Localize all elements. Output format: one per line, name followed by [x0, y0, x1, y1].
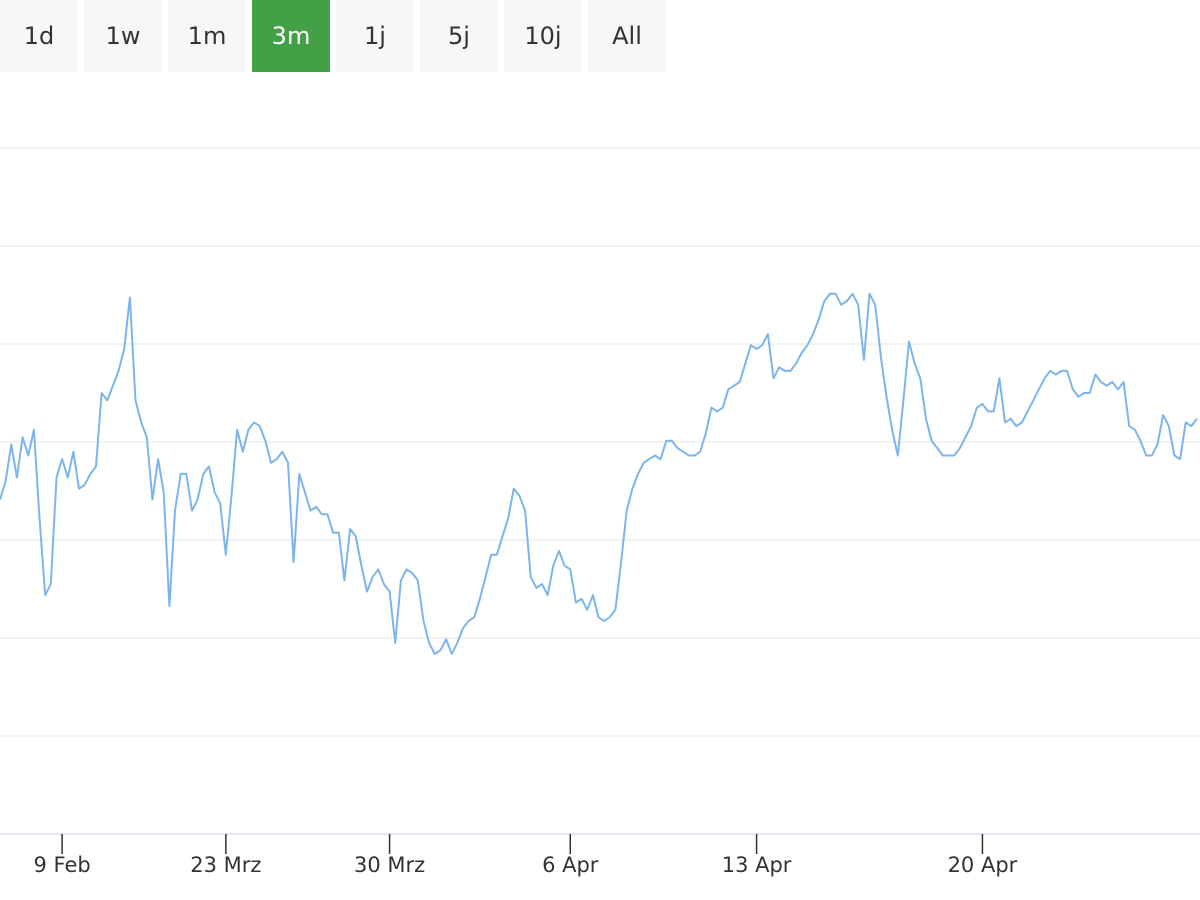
range-button-1w[interactable]: 1w: [84, 0, 162, 72]
x-tick-label: 13 Apr: [722, 853, 792, 877]
range-selector: 1d 1w 1m 3m 1j 5j 10j All: [0, 0, 666, 72]
range-button-5j[interactable]: 5j: [420, 0, 498, 72]
price-series-line: [0, 292, 1198, 655]
x-tick-label: 6 Apr: [542, 853, 599, 877]
range-button-10j[interactable]: 10j: [504, 0, 582, 72]
x-tick-label: 30 Mrz: [354, 853, 425, 877]
range-button-1m[interactable]: 1m: [168, 0, 246, 72]
range-button-all[interactable]: All: [588, 0, 666, 72]
range-button-1j[interactable]: 1j: [336, 0, 414, 72]
range-button-3m[interactable]: 3m: [252, 0, 330, 72]
x-axis-ticks: 9 Feb 23 Mrz 30 Mrz 6 Apr 13 Apr 20 Apr: [33, 834, 1018, 877]
range-button-1d[interactable]: 1d: [0, 0, 78, 72]
grid-lines: [0, 147, 1200, 737]
x-tick-label: 20 Apr: [948, 853, 1018, 877]
x-tick-label: 9 Feb: [33, 853, 90, 877]
x-tick-label: 23 Mrz: [190, 853, 261, 877]
